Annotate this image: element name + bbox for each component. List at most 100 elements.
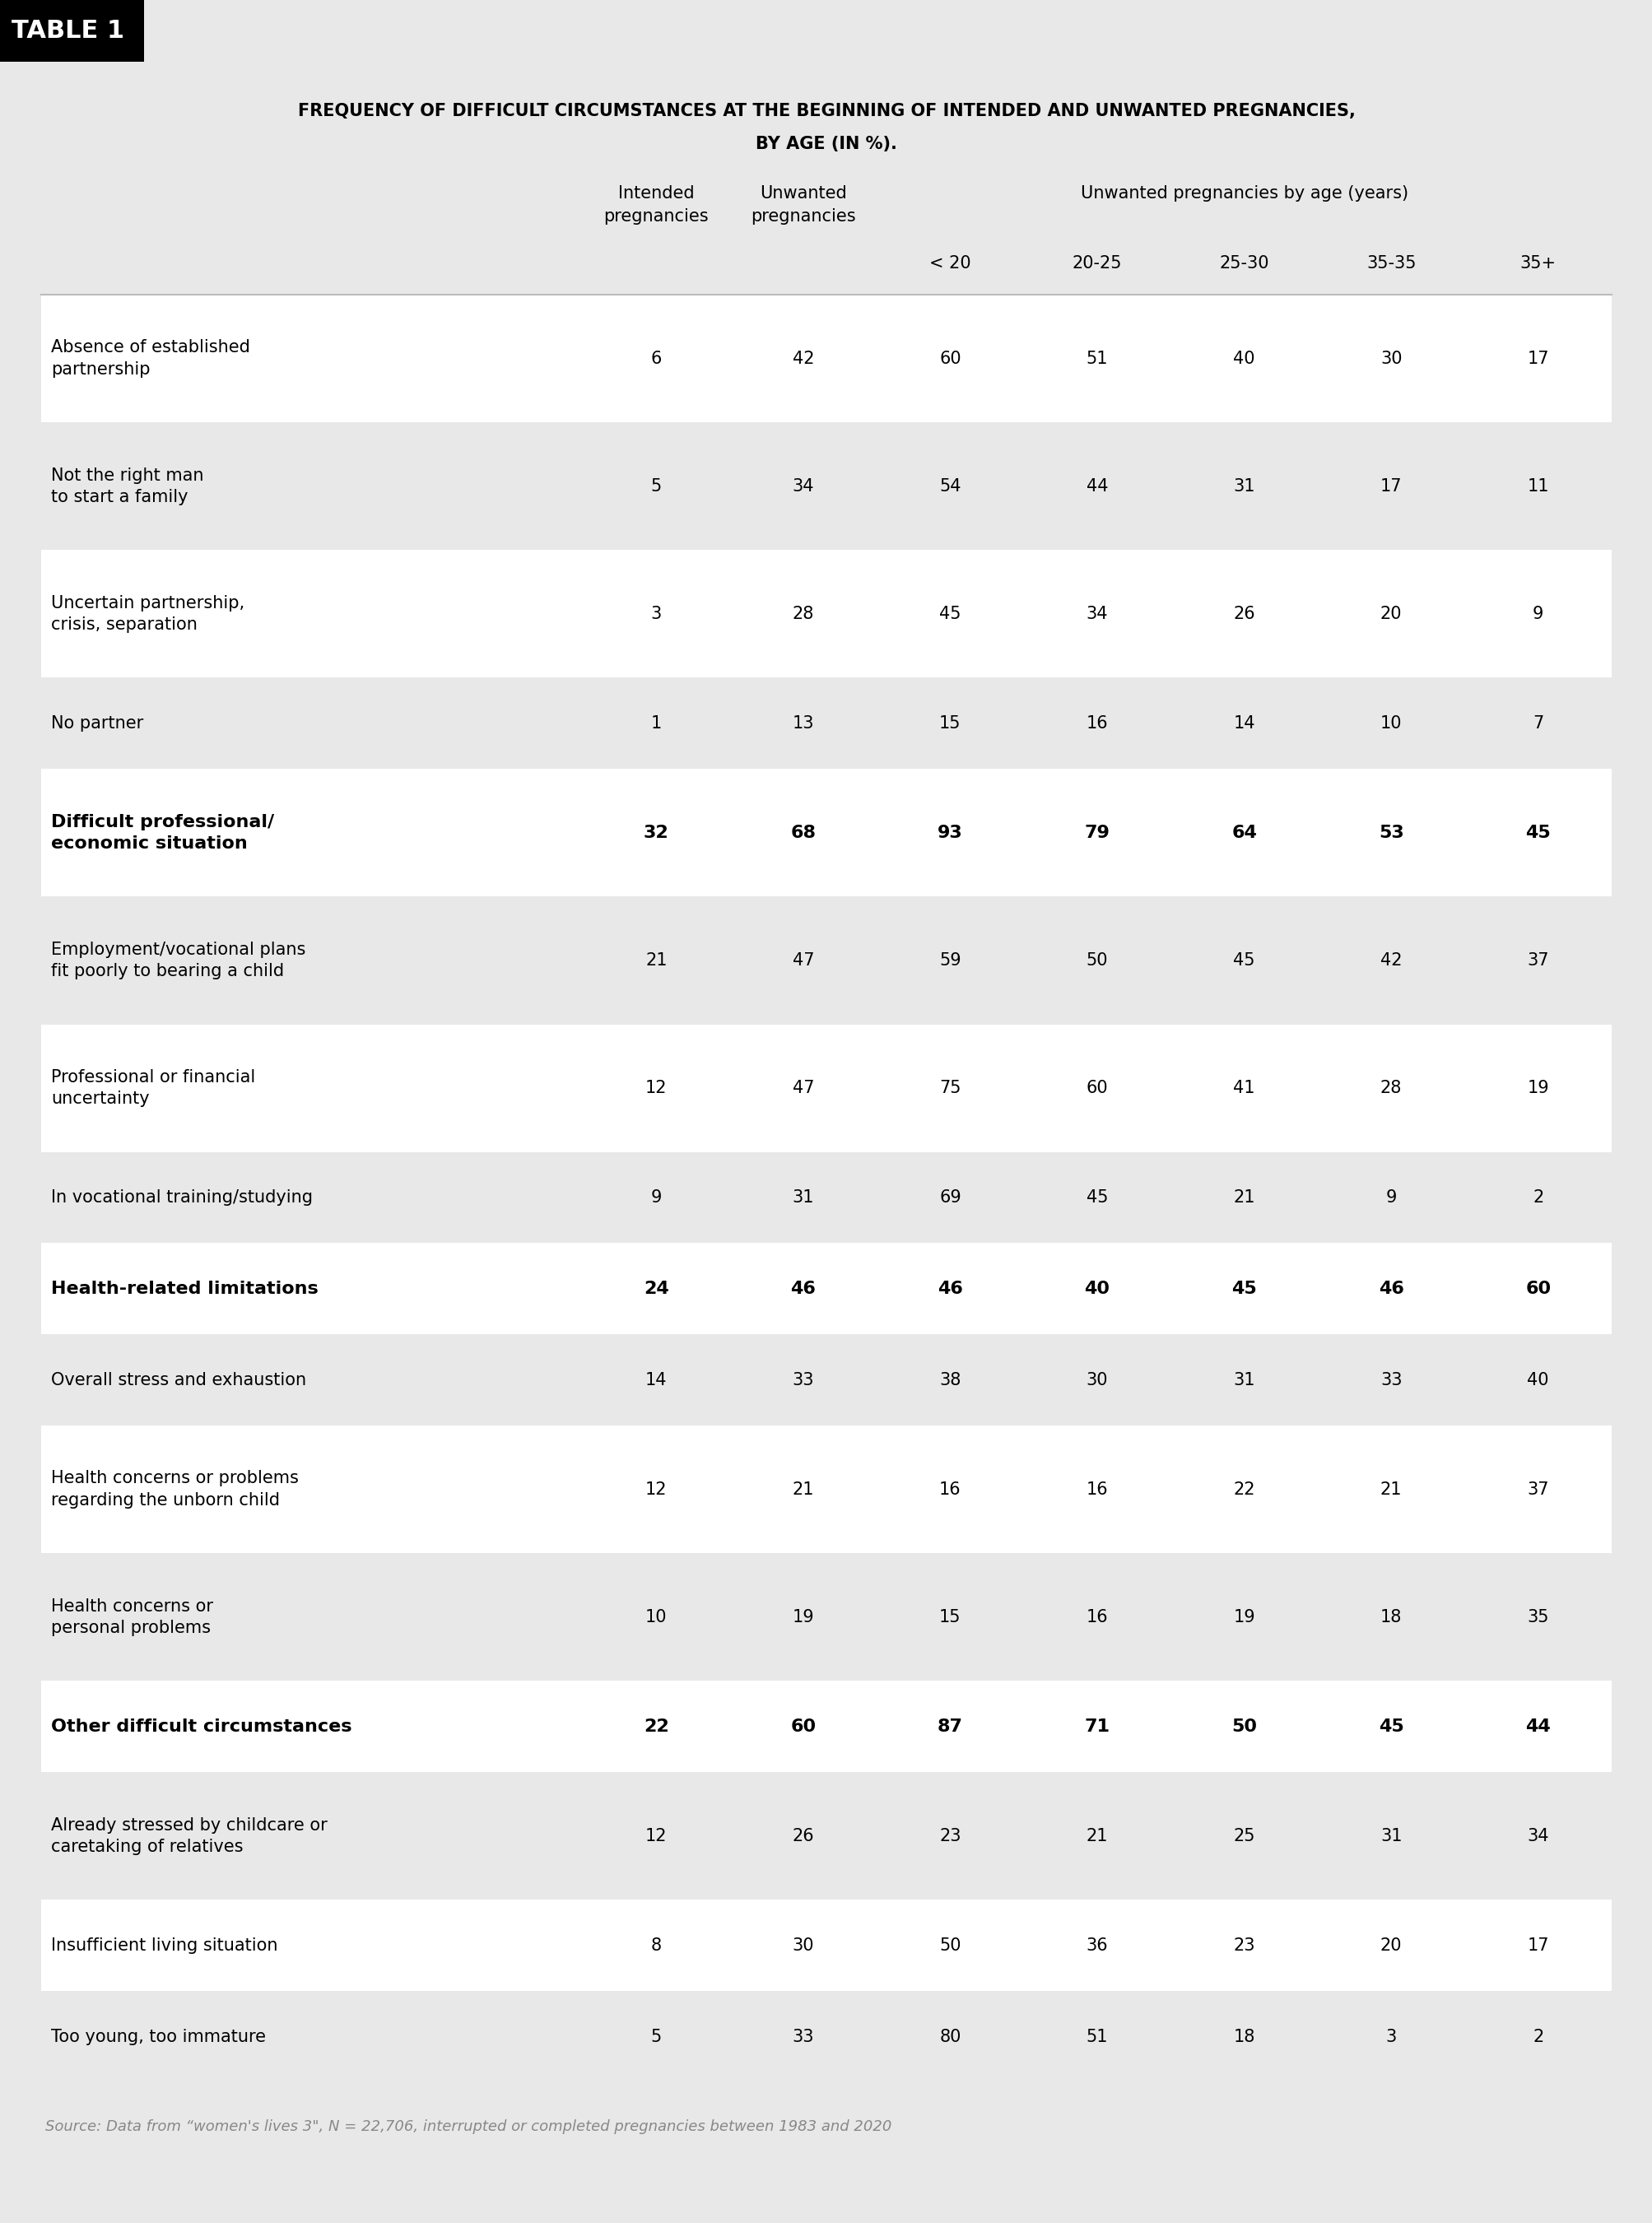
Text: 22: 22 bbox=[1232, 1481, 1254, 1498]
Text: Unwanted pregnancies by age (years): Unwanted pregnancies by age (years) bbox=[1080, 185, 1408, 202]
Bar bbox=[41, 1901, 1611, 1992]
Text: Other difficult circumstances: Other difficult circumstances bbox=[51, 1718, 352, 1734]
Text: In vocational training/studying: In vocational training/studying bbox=[51, 1189, 312, 1205]
Text: 12: 12 bbox=[644, 1827, 667, 1845]
Text: 50: 50 bbox=[1231, 1718, 1256, 1734]
Text: 16: 16 bbox=[938, 1481, 961, 1498]
Text: 19: 19 bbox=[1526, 1080, 1548, 1096]
Text: 51: 51 bbox=[1085, 2027, 1107, 2045]
Text: 12: 12 bbox=[644, 1080, 667, 1096]
Text: 33: 33 bbox=[1379, 1372, 1401, 1387]
Text: 31: 31 bbox=[1232, 1372, 1254, 1387]
Text: 46: 46 bbox=[937, 1280, 963, 1296]
Text: 26: 26 bbox=[791, 1827, 814, 1845]
Text: 31: 31 bbox=[1232, 478, 1254, 494]
Text: 34: 34 bbox=[1085, 605, 1107, 622]
Text: 46: 46 bbox=[790, 1280, 816, 1296]
Text: Intended
pregnancies: Intended pregnancies bbox=[603, 185, 709, 225]
Text: 59: 59 bbox=[938, 951, 961, 969]
Text: 34: 34 bbox=[1526, 1827, 1548, 1845]
Text: 14: 14 bbox=[644, 1372, 667, 1387]
Text: 21: 21 bbox=[791, 1481, 814, 1498]
Text: 60: 60 bbox=[1085, 1080, 1107, 1096]
Text: 45: 45 bbox=[1525, 825, 1550, 840]
Text: 53: 53 bbox=[1378, 825, 1403, 840]
Text: 18: 18 bbox=[1232, 2027, 1254, 2045]
Text: 71: 71 bbox=[1084, 1718, 1110, 1734]
Text: 31: 31 bbox=[1379, 1827, 1401, 1845]
Bar bbox=[41, 1681, 1611, 1772]
Text: 40: 40 bbox=[1232, 351, 1254, 367]
Text: 47: 47 bbox=[791, 951, 814, 969]
Text: 2: 2 bbox=[1531, 2027, 1543, 2045]
Text: 20: 20 bbox=[1379, 605, 1401, 622]
Text: 93: 93 bbox=[937, 825, 963, 840]
Text: 51: 51 bbox=[1085, 351, 1107, 367]
Text: 35-35: 35-35 bbox=[1366, 256, 1416, 271]
Text: 1: 1 bbox=[651, 716, 661, 731]
Text: 19: 19 bbox=[791, 1609, 814, 1625]
Text: 45: 45 bbox=[1231, 1280, 1256, 1296]
Text: Overall stress and exhaustion: Overall stress and exhaustion bbox=[51, 1372, 306, 1387]
Text: 2: 2 bbox=[1531, 1189, 1543, 1205]
Text: Uncertain partnership,
crisis, separation: Uncertain partnership, crisis, separatio… bbox=[51, 596, 244, 634]
Text: 23: 23 bbox=[1232, 1936, 1254, 1954]
Text: 15: 15 bbox=[938, 716, 961, 731]
Text: 17: 17 bbox=[1526, 1936, 1548, 1954]
Text: Professional or financial
uncertainty: Professional or financial uncertainty bbox=[51, 1069, 256, 1107]
Text: 31: 31 bbox=[791, 1189, 814, 1205]
Text: 25-30: 25-30 bbox=[1219, 256, 1269, 271]
Text: 40: 40 bbox=[1084, 1280, 1110, 1296]
Text: 21: 21 bbox=[1232, 1189, 1254, 1205]
Text: 9: 9 bbox=[651, 1189, 661, 1205]
Text: 38: 38 bbox=[938, 1372, 960, 1387]
Text: 3: 3 bbox=[651, 605, 661, 622]
Text: 54: 54 bbox=[938, 478, 961, 494]
Text: 37: 37 bbox=[1526, 1481, 1548, 1498]
Text: 9: 9 bbox=[1384, 1189, 1396, 1205]
Text: 45: 45 bbox=[1085, 1189, 1107, 1205]
Text: Too young, too immature: Too young, too immature bbox=[51, 2027, 266, 2045]
Text: 79: 79 bbox=[1084, 825, 1110, 840]
Text: 14: 14 bbox=[1232, 716, 1254, 731]
Text: 10: 10 bbox=[644, 1609, 667, 1625]
Text: 40: 40 bbox=[1526, 1372, 1548, 1387]
Text: 60: 60 bbox=[1525, 1280, 1550, 1296]
Bar bbox=[41, 1425, 1611, 1554]
Text: 50: 50 bbox=[938, 1936, 961, 1954]
Text: 41: 41 bbox=[1232, 1080, 1254, 1096]
Text: 44: 44 bbox=[1525, 1718, 1550, 1734]
Text: Absence of established
partnership: Absence of established partnership bbox=[51, 340, 249, 378]
Text: 50: 50 bbox=[1085, 951, 1107, 969]
Text: 5: 5 bbox=[651, 478, 661, 494]
Text: 60: 60 bbox=[938, 351, 961, 367]
Text: 42: 42 bbox=[791, 351, 814, 367]
Text: Difficult professional/
economic situation: Difficult professional/ economic situati… bbox=[51, 814, 274, 851]
Text: 3: 3 bbox=[1384, 2027, 1396, 2045]
Text: 13: 13 bbox=[791, 716, 814, 731]
Text: Not the right man
to start a family: Not the right man to start a family bbox=[51, 467, 203, 505]
Text: 45: 45 bbox=[1378, 1718, 1403, 1734]
Text: Health concerns or
personal problems: Health concerns or personal problems bbox=[51, 1598, 213, 1636]
Text: 26: 26 bbox=[1232, 605, 1254, 622]
Text: Already stressed by childcare or
caretaking of relatives: Already stressed by childcare or caretak… bbox=[51, 1816, 327, 1856]
Text: 17: 17 bbox=[1379, 478, 1401, 494]
Text: 80: 80 bbox=[938, 2027, 960, 2045]
Text: Insufficient living situation: Insufficient living situation bbox=[51, 1936, 278, 1954]
Bar bbox=[41, 1243, 1611, 1334]
Text: 16: 16 bbox=[1085, 1481, 1107, 1498]
Text: 15: 15 bbox=[938, 1609, 961, 1625]
Bar bbox=[41, 769, 1611, 896]
Bar bbox=[41, 296, 1611, 422]
Text: 87: 87 bbox=[937, 1718, 963, 1734]
Text: 60: 60 bbox=[790, 1718, 816, 1734]
Text: 22: 22 bbox=[643, 1718, 669, 1734]
Text: BY AGE (IN %).: BY AGE (IN %). bbox=[755, 136, 897, 151]
Text: 20-25: 20-25 bbox=[1072, 256, 1122, 271]
Text: 21: 21 bbox=[644, 951, 667, 969]
Text: TABLE 1: TABLE 1 bbox=[12, 20, 124, 42]
Text: 12: 12 bbox=[644, 1481, 667, 1498]
Text: 30: 30 bbox=[791, 1936, 814, 1954]
Text: 10: 10 bbox=[1379, 716, 1401, 731]
Text: Unwanted
pregnancies: Unwanted pregnancies bbox=[750, 185, 856, 225]
